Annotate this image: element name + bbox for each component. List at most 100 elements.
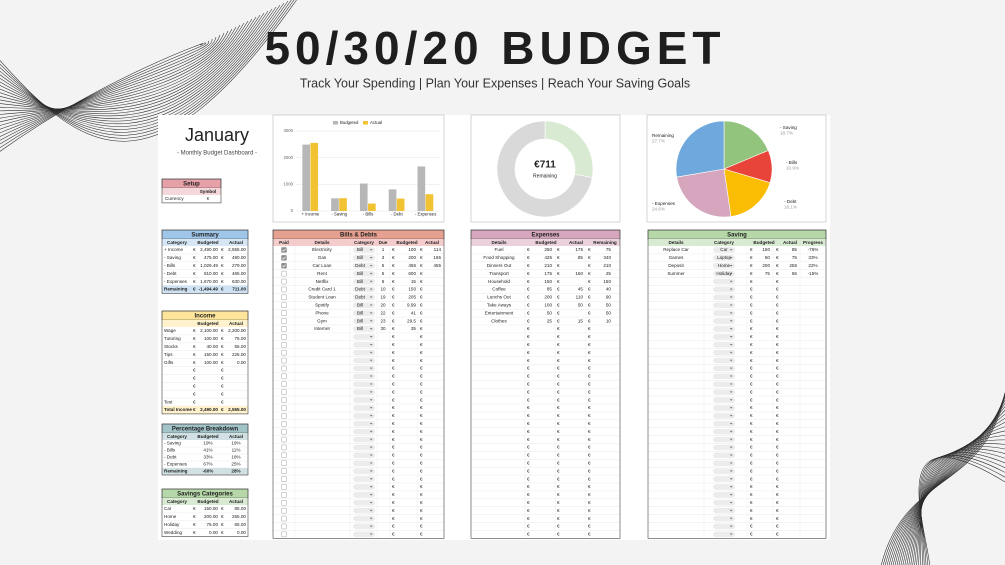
dropdown-arrow [730, 422, 733, 425]
wave-line [918, 448, 1005, 565]
dropdown [353, 365, 375, 372]
checkbox[interactable] [281, 421, 287, 427]
checkbox[interactable] [281, 444, 287, 451]
cell: 250 [544, 247, 552, 252]
cell: Household [488, 279, 510, 284]
cell: 210 [544, 263, 552, 268]
cell: Test [164, 399, 173, 404]
checkbox[interactable] [281, 310, 287, 316]
checkbox[interactable] [281, 326, 287, 332]
checkbox[interactable] [281, 507, 287, 514]
checkbox[interactable] [281, 452, 287, 459]
checkbox[interactable] [281, 373, 287, 380]
checkbox[interactable] [281, 318, 287, 324]
currency-symbol: € [420, 295, 423, 300]
checkbox[interactable] [281, 263, 287, 269]
cell: 75 [792, 255, 798, 260]
dropdown [353, 389, 375, 395]
checkbox[interactable] [281, 365, 287, 372]
cell: 1,029.49 [200, 263, 218, 268]
checkbox[interactable] [281, 492, 287, 498]
dropdown [713, 523, 735, 530]
currency-symbol: € [527, 429, 530, 434]
checkbox[interactable] [281, 397, 287, 403]
checkbox[interactable] [281, 342, 287, 348]
currency-symbol: € [527, 247, 530, 252]
cell: 711.00 [232, 287, 246, 292]
currency-symbol: € [750, 492, 753, 497]
checkbox[interactable] [281, 334, 287, 340]
currency-symbol: € [557, 318, 560, 323]
currency-symbol: € [527, 397, 530, 402]
dropdown [713, 326, 735, 332]
dropdown [713, 405, 735, 411]
currency-symbol: € [221, 271, 224, 276]
checkbox[interactable] [281, 294, 287, 301]
checkbox[interactable] [281, 381, 287, 387]
currency-symbol: € [392, 500, 395, 505]
cell: Bill [357, 271, 363, 276]
cell: 75 [765, 271, 771, 276]
dropdown [353, 484, 375, 490]
currency-symbol: € [588, 374, 591, 379]
checkbox[interactable] [281, 515, 287, 522]
cell: 0.00 [209, 530, 218, 535]
currency-symbol: € [392, 255, 395, 260]
checkbox[interactable] [281, 531, 287, 538]
currency-symbol: € [776, 445, 779, 450]
checkbox[interactable] [281, 523, 287, 530]
currency-symbol: € [557, 358, 560, 363]
checkbox[interactable] [281, 413, 287, 419]
currency-symbol: € [750, 429, 753, 434]
pie-label: - Saving [780, 125, 797, 130]
dropdown-arrow [730, 407, 733, 409]
currency-symbol: € [776, 255, 779, 260]
cell: - Bills [164, 448, 176, 453]
checkbox[interactable] [281, 286, 287, 293]
checkbox[interactable] [281, 500, 287, 506]
wave-line [0, 14, 261, 114]
checkbox[interactable] [281, 302, 287, 308]
x-tick-label: + Income [302, 212, 320, 217]
wave-line [0, 28, 233, 123]
cell: 150 [603, 279, 611, 284]
checkbox[interactable] [281, 484, 287, 490]
dropdown-arrow [370, 494, 373, 496]
bar [425, 194, 434, 211]
currency-symbol: € [776, 318, 779, 323]
currency-symbol: € [527, 508, 530, 513]
currency-symbol: € [557, 374, 560, 379]
checkbox[interactable] [281, 405, 287, 411]
cell: 150 [544, 279, 552, 284]
wave-line [914, 443, 1005, 565]
checkbox[interactable] [281, 357, 287, 364]
checkbox[interactable] [281, 349, 287, 356]
currency-symbol: € [527, 445, 530, 450]
checkbox[interactable] [281, 428, 287, 435]
cell: 65.00 [235, 522, 247, 527]
dropdown-arrow [730, 367, 733, 370]
wave-line [918, 457, 1005, 565]
cell: Phone [315, 310, 329, 315]
cell: Gifts [164, 360, 174, 365]
wave-line [0, 24, 241, 115]
checkbox[interactable] [281, 436, 287, 443]
cell: - Bills [164, 263, 176, 268]
checkbox[interactable] [281, 460, 287, 466]
checkbox[interactable] [281, 255, 287, 261]
checkbox[interactable] [281, 278, 287, 285]
currency-symbol: € [221, 336, 224, 341]
dropdown-arrow [370, 407, 373, 409]
wave-line [919, 456, 1005, 565]
currency-symbol: € [392, 453, 395, 458]
checkbox[interactable] [281, 476, 287, 482]
dropdown-arrow [730, 280, 733, 283]
checkbox[interactable] [281, 270, 287, 277]
checkbox[interactable] [281, 389, 287, 395]
checkbox[interactable] [281, 468, 287, 474]
currency-symbol: € [392, 397, 395, 402]
dropdown [353, 286, 375, 293]
cell: 19% [203, 441, 212, 446]
checkbox[interactable] [281, 247, 287, 253]
dropdown-arrow [730, 438, 733, 441]
